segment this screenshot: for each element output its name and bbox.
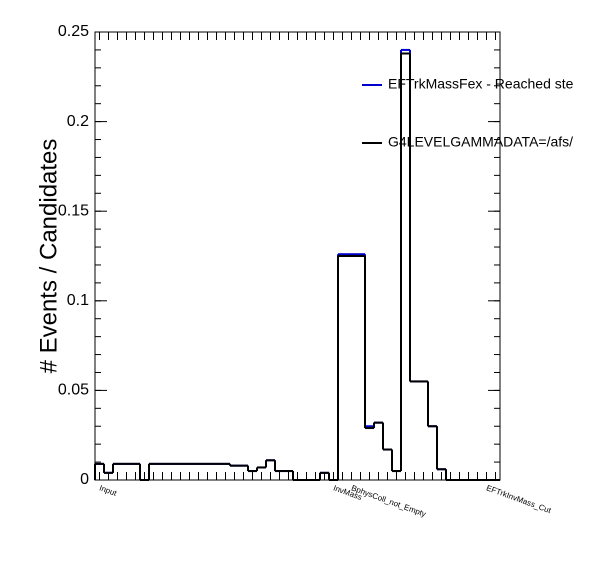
legend-label: G4LEVELGAMMADATA=/afs/ bbox=[388, 134, 573, 150]
y-axis-label: # Events / Candidates bbox=[35, 139, 62, 374]
y-tick-label: 0.1 bbox=[67, 292, 89, 309]
y-tick-label: 0.05 bbox=[58, 382, 89, 399]
y-tick-label: 0.2 bbox=[67, 113, 89, 130]
y-tick-label: 0 bbox=[80, 471, 89, 488]
plot-frame bbox=[94, 31, 501, 481]
legend-label: EFTrkMassFex - Reached ste bbox=[388, 76, 574, 92]
x-tick-label: EFTrkInvMass_Cut bbox=[485, 483, 553, 515]
x-tick-label: Input bbox=[98, 483, 119, 498]
y-tick-label: 0.15 bbox=[58, 202, 89, 219]
x-tick-label: BphysColl_not_Empty bbox=[350, 483, 427, 518]
y-tick-label: 0.25 bbox=[58, 23, 89, 40]
